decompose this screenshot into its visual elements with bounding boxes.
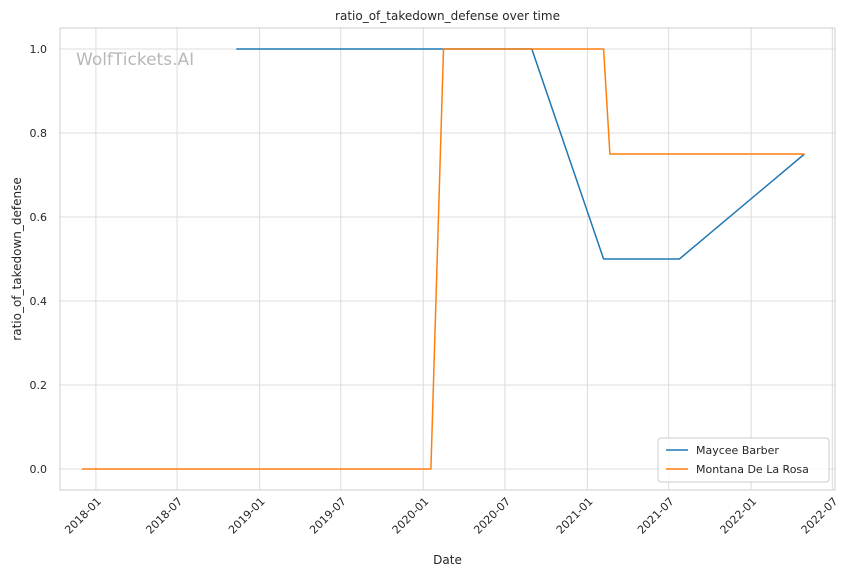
- x-tick-label: 2022-01: [718, 495, 760, 537]
- plot-area-frame: [59, 27, 836, 491]
- y-axis-title: ratio_of_takedown_defense: [10, 177, 24, 340]
- series-lines: [82, 48, 805, 470]
- series-line: [82, 48, 805, 470]
- x-tick-label: 2020-01: [390, 495, 432, 537]
- x-tick-label: 2018-07: [143, 495, 185, 537]
- x-tick-label: 2021-01: [554, 495, 596, 537]
- watermark-text: WolfTickets.AI: [76, 50, 194, 70]
- y-tick-label: 0.0: [30, 463, 48, 476]
- x-tick-label: 2022-07: [799, 495, 841, 537]
- grid: [60, 28, 835, 490]
- y-tick-label: 0.6: [30, 211, 48, 224]
- y-tick-label: 1.0: [30, 43, 48, 56]
- legend-box: [657, 437, 830, 483]
- y-tick-label: 0.4: [30, 295, 48, 308]
- legend-label: Montana De La Rosa: [696, 463, 809, 476]
- series-line: [236, 48, 805, 260]
- legend: Maycee Barber Montana De La Rosa: [657, 437, 830, 483]
- y-tick-labels: 0.0 0.2 0.4 0.6 0.8 1.0: [30, 43, 48, 476]
- y-tick-label: 0.2: [30, 379, 48, 392]
- legend-label: Maycee Barber: [696, 444, 779, 457]
- x-tick-label: 2019-07: [307, 495, 349, 537]
- x-tick-label: 2021-07: [635, 495, 677, 537]
- y-tick-label: 0.8: [30, 127, 48, 140]
- x-axis-title: Date: [433, 553, 462, 567]
- x-tick-label: 2020-07: [471, 495, 513, 537]
- x-tick-labels: 2018-01 2018-07 2019-01 2019-07 2020-01 2020-…: [62, 495, 840, 537]
- chart-title: ratio_of_takedown_defense over time: [335, 9, 560, 23]
- x-tick-label: 2018-01: [62, 495, 104, 537]
- x-tick-label: 2019-01: [226, 495, 268, 537]
